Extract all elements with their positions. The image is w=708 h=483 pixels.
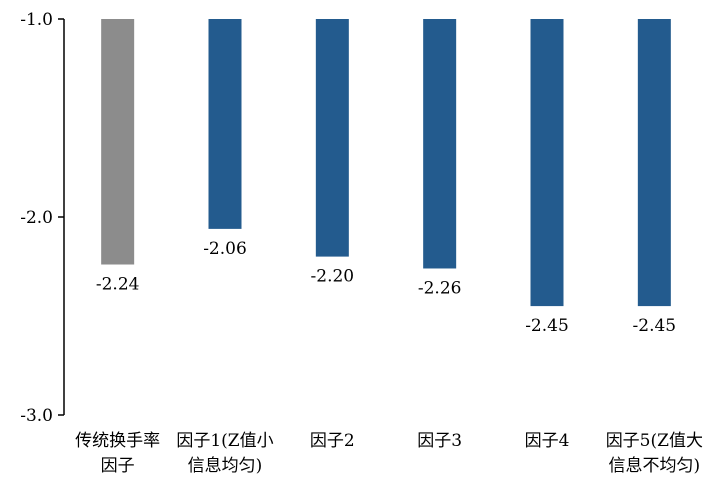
category-label-5: 因子4 — [525, 431, 570, 451]
y-axis: -1.0 -2.0 -3.0 — [20, 10, 65, 426]
bar-1 — [101, 19, 135, 265]
data-label-5: -2.45 — [525, 316, 569, 336]
y-tick-label-3: -3.0 — [20, 406, 53, 426]
y-tick-label-2: -2.0 — [20, 208, 53, 228]
data-label-1: -2.24 — [96, 275, 140, 295]
category-label-4: 因子3 — [417, 431, 462, 451]
bar-6 — [637, 19, 671, 307]
category-label-3: 因子2 — [310, 431, 355, 451]
data-label-3: -2.20 — [311, 267, 355, 287]
data-label-2: -2.06 — [203, 239, 247, 259]
category-label-2-line-1: 因子1(Z值小 — [176, 431, 273, 451]
bars-group — [101, 19, 671, 307]
category-label-6-line-2: 信息不均匀) — [609, 456, 701, 476]
data-label-4: -2.26 — [418, 278, 462, 298]
y-tick-label-1: -1.0 — [20, 10, 53, 30]
bar-5 — [530, 19, 564, 307]
bar-4 — [423, 19, 457, 269]
data-labels-group: -2.24 -2.06 -2.20 -2.26 -2.45 -2.45 — [96, 239, 676, 336]
category-label-2-line-2: 信息均匀) — [188, 456, 263, 476]
data-label-6: -2.45 — [633, 316, 677, 336]
category-label-1-line-2: 因子 — [101, 456, 135, 476]
bar-3 — [315, 19, 349, 257]
bar-2 — [208, 19, 242, 229]
category-label-6-line-1: 因子5(Z值大 — [606, 431, 703, 451]
category-label-1-line-1: 传统换手率 — [75, 431, 160, 451]
